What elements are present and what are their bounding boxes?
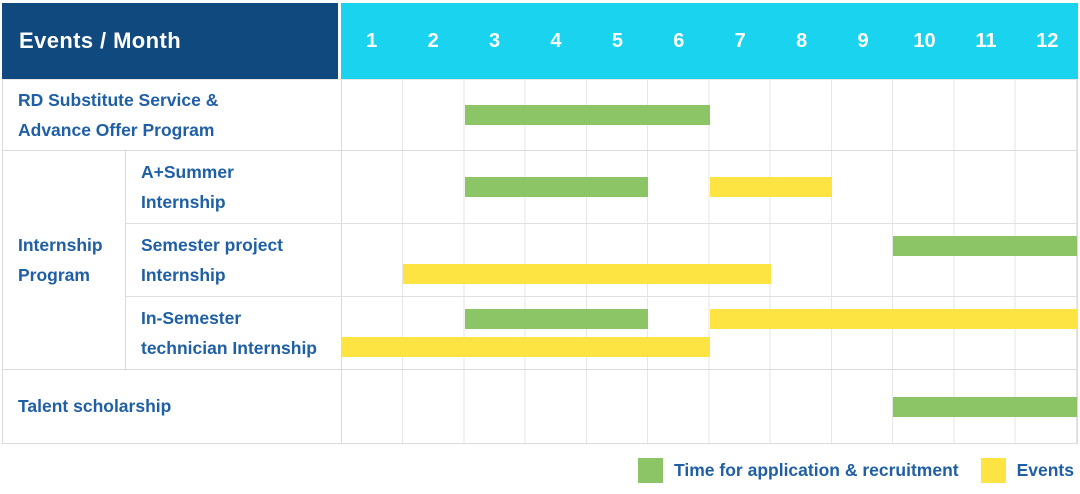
legend-swatch-events-icon [980, 458, 1006, 483]
table-row-talent-scholarship: Talent scholarship [3, 370, 1077, 443]
timeline-lane [342, 309, 1077, 329]
application-recruitment-bar [464, 309, 649, 329]
row-label-in-semester: In-Semester technician Internship [126, 297, 342, 369]
month-header-9: 9 [857, 29, 869, 52]
application-recruitment-bar [893, 236, 1077, 256]
month-header-4: 4 [550, 29, 562, 52]
month-header-5: 5 [611, 29, 623, 52]
timeline-lane [342, 236, 1077, 256]
legend-label-application: Time for application & recruitment [674, 460, 959, 480]
table-row-in-semester: In-Semester technician Internship [126, 297, 1077, 369]
group-label-internship-program: Internship Program [3, 151, 126, 369]
row-timeline-rd-substitute [342, 80, 1077, 150]
row-timeline-semester-project [342, 224, 1077, 296]
events-bar [709, 177, 832, 197]
month-header-1: 1 [366, 29, 378, 52]
legend: Time for application & recruitment Event… [2, 444, 1078, 494]
month-header-6: 6 [673, 29, 685, 52]
row-label-rd-substitute: RD Substitute Service & Advance Offer Pr… [3, 80, 342, 150]
timeline-lane [342, 396, 1077, 417]
table-row-a-summer: A+Summer Internship [126, 151, 1077, 224]
corner-header-cell: Events / Month [2, 3, 341, 79]
application-recruitment-bar [464, 105, 710, 125]
month-header-7: 7 [734, 29, 746, 52]
events-bar [342, 337, 710, 357]
table-row-semester-project: Semester project Internship [126, 224, 1077, 297]
month-header-row: 1 2 3 4 5 6 7 8 9 10 11 12 [341, 3, 1078, 79]
row-timeline-a-summer [342, 151, 1077, 223]
timeline-lane [342, 264, 1077, 284]
month-header-12: 12 [1036, 29, 1059, 52]
application-recruitment-bar [893, 396, 1077, 417]
timeline-lane [342, 337, 1077, 357]
application-recruitment-bar [464, 177, 649, 197]
row-timeline-in-semester [342, 297, 1077, 369]
events-month-table: Events / Month 1 2 3 4 5 6 7 8 9 10 11 12 RD Substi… [2, 3, 1078, 444]
table-header: Events / Month 1 2 3 4 5 6 7 8 9 10 11 12 [2, 3, 1078, 79]
internship-program-group: Internship Program A+Summer Internship S… [3, 151, 1077, 370]
row-timeline-talent-scholarship [342, 370, 1077, 443]
internship-program-subrows: A+Summer Internship Semester project Int… [126, 151, 1077, 369]
table-row-rd-substitute: RD Substitute Service & Advance Offer Pr… [3, 80, 1077, 151]
legend-swatch-application-icon [638, 458, 664, 483]
legend-label-events: Events [1016, 460, 1074, 480]
row-label-a-summer: A+Summer Internship [126, 151, 342, 223]
month-header-2: 2 [427, 29, 439, 52]
month-header-8: 8 [796, 29, 808, 52]
table-body: RD Substitute Service & Advance Offer Pr… [2, 79, 1078, 444]
month-header-10: 10 [913, 29, 936, 52]
month-header-3: 3 [488, 29, 501, 52]
month-header-11: 11 [975, 29, 997, 52]
timeline-lane [342, 105, 1077, 125]
events-bar [403, 264, 771, 284]
events-bar [709, 309, 1077, 329]
row-label-semester-project: Semester project Internship [126, 224, 342, 296]
timeline-lane [342, 177, 1077, 197]
row-label-talent-scholarship: Talent scholarship [3, 370, 342, 443]
